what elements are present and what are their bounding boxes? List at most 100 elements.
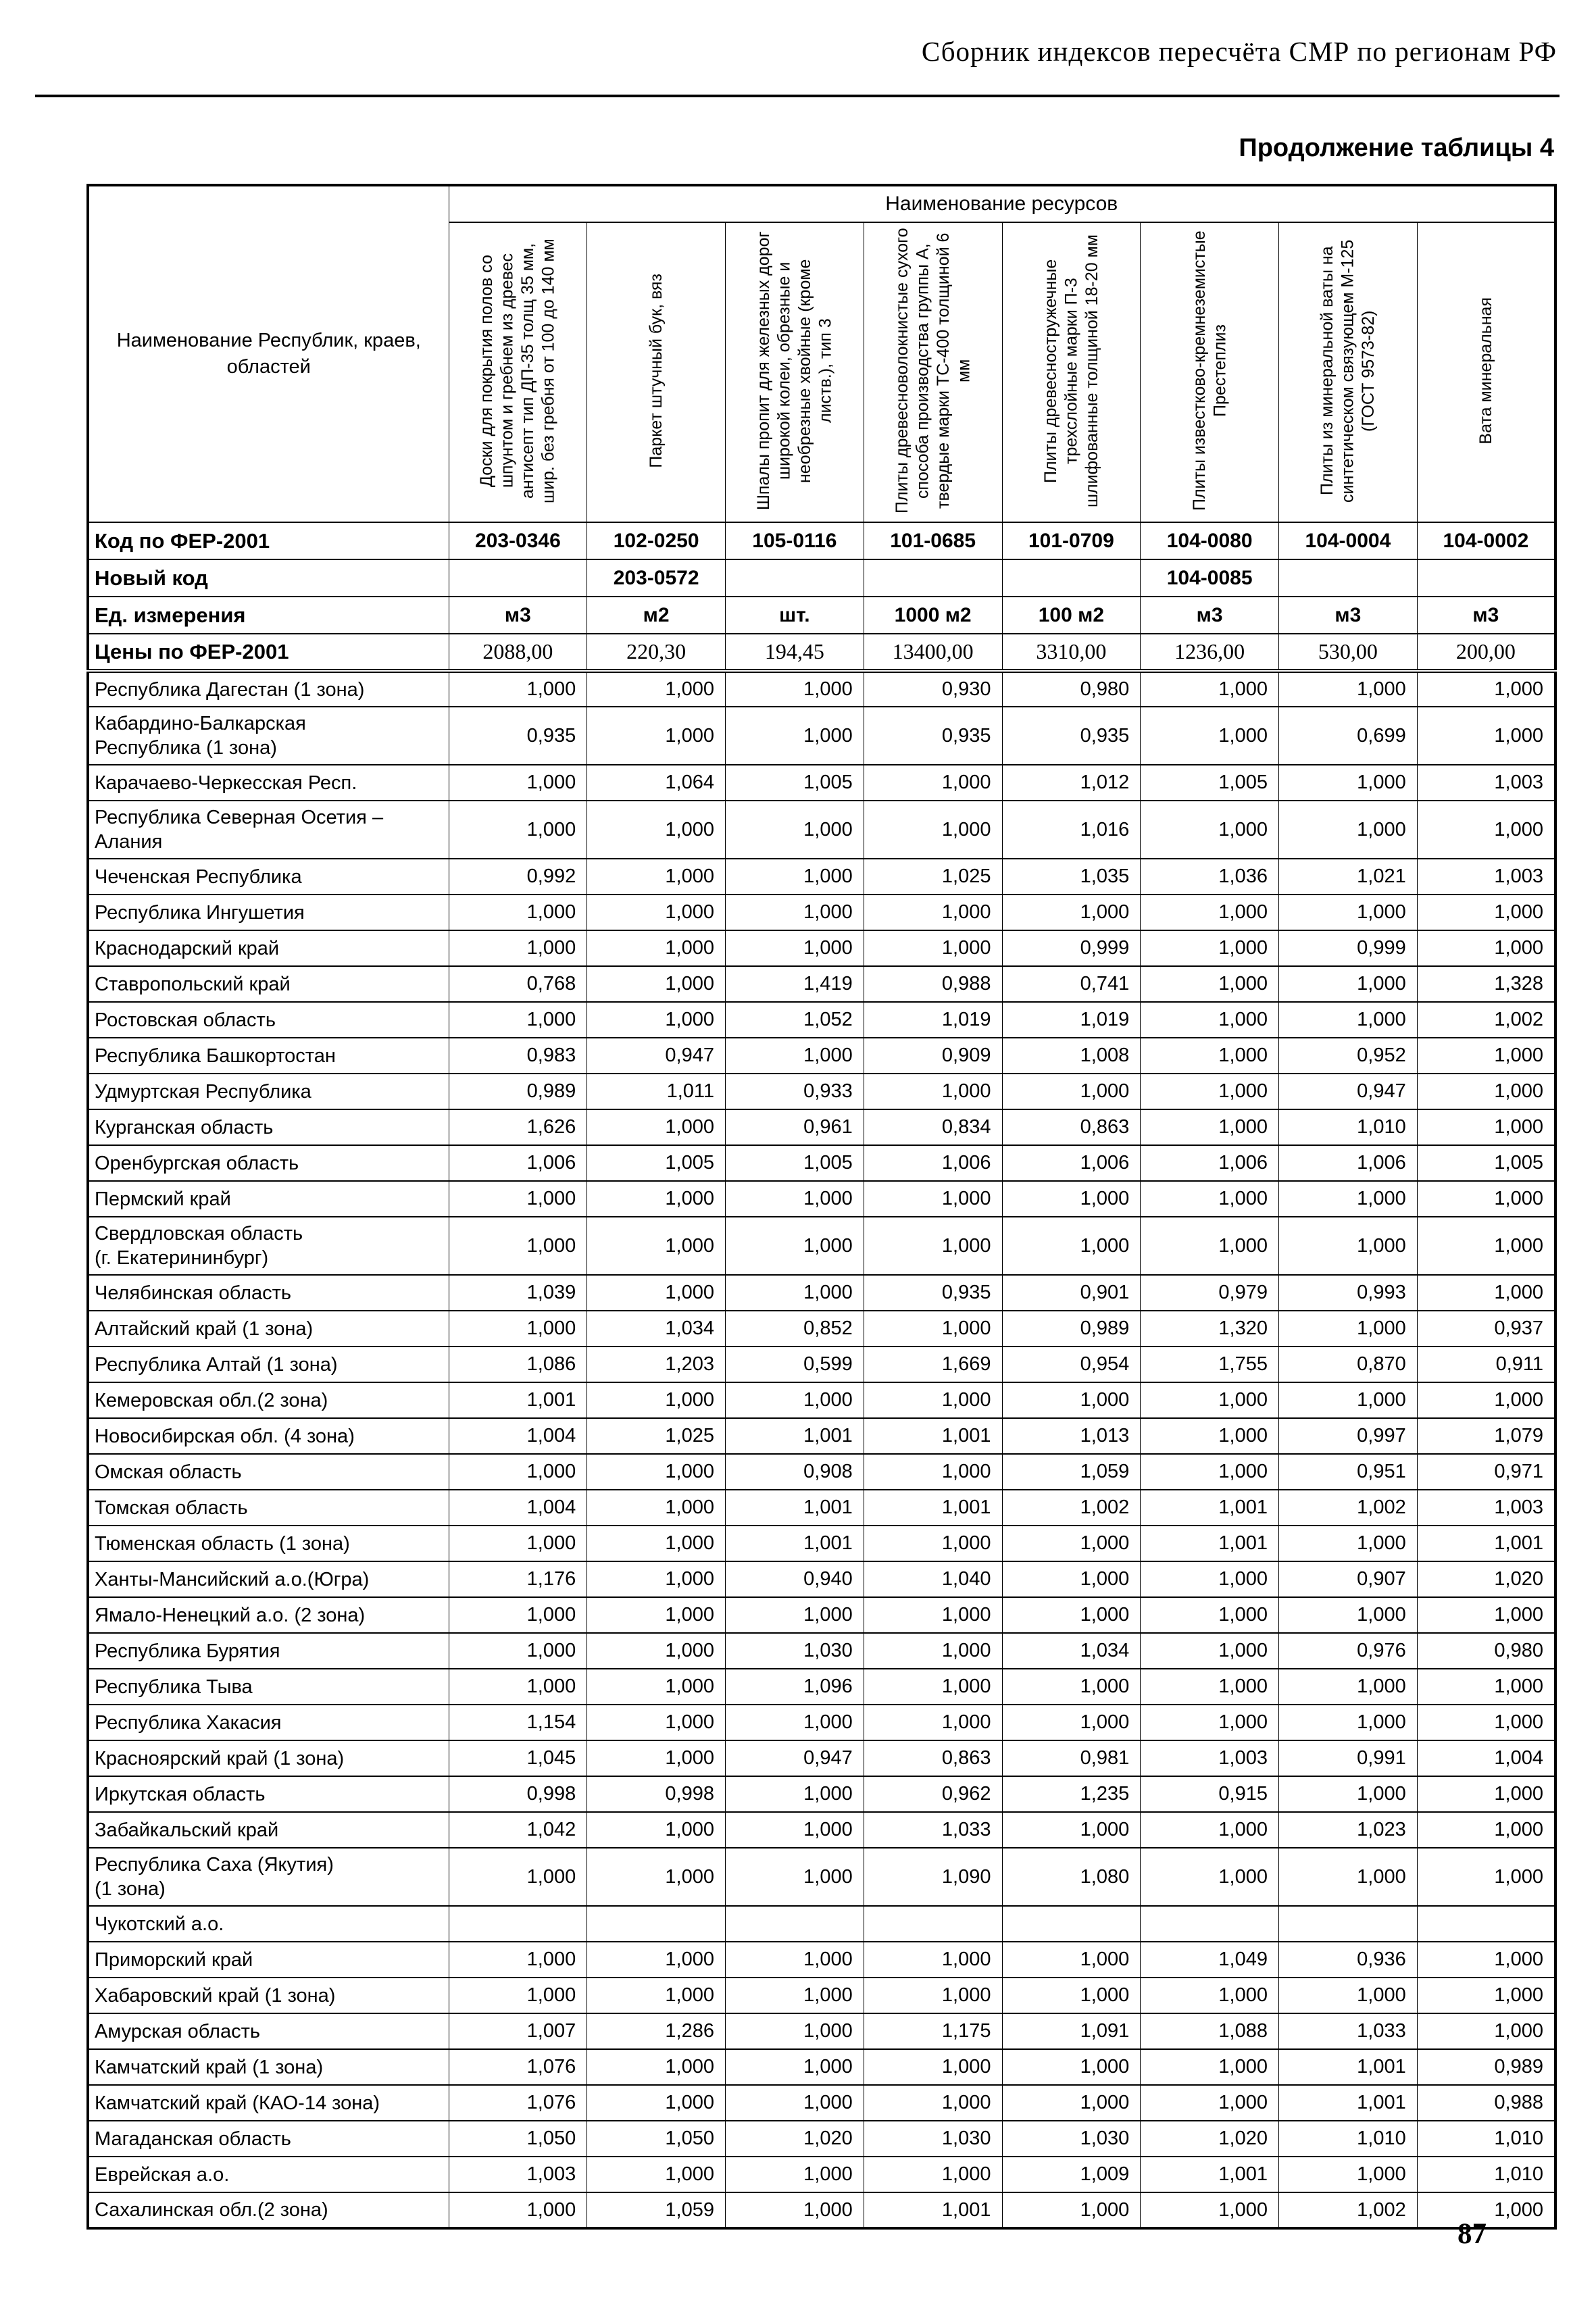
region-name: Чукотский а.о. [87, 1905, 449, 1942]
index-value: 1,000 [1416, 670, 1556, 707]
index-value: 1,000 [863, 1977, 1003, 2014]
index-value: 1,001 [725, 1489, 864, 1526]
fer-price: 194,45 [725, 633, 864, 672]
index-value: 1,002 [1416, 1001, 1556, 1038]
table-row: Кемеровская обл.(2 зона) 1,001 1,000 1,000 1… [87, 1382, 1556, 1419]
fer-code: 203-0346 [448, 522, 588, 560]
column-header-label: Паркет штучный бук, вяз [646, 273, 666, 468]
index-value: 1,000 [863, 1310, 1003, 1347]
index-value: 1,000 [725, 2048, 864, 2086]
region-name: Пермский край [87, 1180, 449, 1217]
table-row: Хабаровский край (1 зона) 1,000 1,000 1,000… [87, 1977, 1556, 2014]
page-number: 87 [1457, 2218, 1487, 2250]
region-name: Республика Бурятия [87, 1632, 449, 1669]
index-value: 1,001 [863, 2192, 1003, 2229]
index-value: 0,599 [725, 1346, 864, 1383]
index-value: 1,012 [1001, 764, 1141, 801]
index-value: 1,000 [587, 1216, 726, 1276]
index-value: 1,000 [587, 1001, 726, 1038]
index-value: 1,000 [448, 1596, 588, 1634]
index-value [587, 1905, 726, 1942]
fer-code: 104-0080 [1140, 522, 1279, 560]
new-code [448, 559, 588, 597]
index-value: 1,000 [725, 1704, 864, 1741]
index-value: 1,049 [1140, 1941, 1279, 1978]
index-value: 1,669 [863, 1346, 1003, 1383]
index-value: 0,741 [1001, 965, 1141, 1003]
index-value: 1,000 [587, 1977, 726, 2014]
index-value: 1,000 [1140, 1417, 1279, 1455]
index-value: 1,000 [725, 1216, 864, 1276]
index-value: 1,000 [587, 1668, 726, 1705]
table-row: Новосибирская обл. (4 зона) 1,004 1,025 1,0… [87, 1417, 1556, 1455]
new-code [725, 559, 864, 597]
region-name: Республика Алтай (1 зона) [87, 1346, 449, 1383]
index-value: 1,000 [1140, 930, 1279, 967]
index-value: 0,911 [1416, 1346, 1556, 1383]
table-row: Красноярский край (1 зона) 1,045 1,000 0,94… [87, 1740, 1556, 1777]
column-header-label: Плиты древесноволокнистые сухого способа… [892, 228, 974, 513]
index-value: 0,951 [1278, 1453, 1418, 1490]
meta-rows: Код по ФЕР-2001 203-0346 102-0250 105-01… [87, 522, 1556, 672]
region-name: Забайкальский край [87, 1811, 449, 1848]
table-row: Омская область 1,000 1,000 0,908 1,000 1,059 1… [87, 1453, 1556, 1490]
index-value: 1,036 [1140, 858, 1279, 895]
region-name: Республика Башкортостан [87, 1037, 449, 1074]
region-name: Кемеровская обл.(2 зона) [87, 1382, 449, 1419]
index-value: 1,000 [863, 1596, 1003, 1634]
page-title: Сборник индексов пересчёта СМР по регион… [921, 36, 1557, 67]
table-row: Республика Северная Осетия – Алания 1,000… [87, 800, 1556, 859]
index-value: 1,030 [1001, 2120, 1141, 2157]
index-value: 1,000 [1416, 1811, 1556, 1848]
unit-row: Ед. измерения м3 м2 шт. 1000 м2 100 м2 м… [87, 596, 1556, 634]
index-value: 1,000 [448, 800, 588, 859]
region-name: Удмуртская Республика [87, 1073, 449, 1110]
index-value: 1,000 [448, 764, 588, 801]
table-row: Камчатский край (1 зона) 1,076 1,000 1,000 1… [87, 2048, 1556, 2086]
index-value: 1,000 [587, 930, 726, 967]
index-value: 1,000 [587, 1596, 726, 1634]
index-value: 1,000 [587, 965, 726, 1003]
table-row: Чукотский а.о. [87, 1905, 1556, 1942]
index-value: 1,000 [863, 1941, 1003, 1978]
index-value: 1,020 [725, 2120, 864, 2157]
new-code [1001, 559, 1141, 597]
header-divider [35, 95, 1560, 97]
table-row: Камчатский край (КАО-14 зона) 1,076 1,000 1… [87, 2084, 1556, 2121]
index-value: 1,320 [1140, 1310, 1279, 1347]
table-row: Республика Тыва 1,000 1,000 1,096 1,000 1,000… [87, 1668, 1556, 1705]
index-value: 1,000 [1001, 1811, 1141, 1848]
index-value: 1,000 [1278, 1776, 1418, 1813]
index-value: 1,000 [1140, 706, 1279, 765]
table-row: Удмуртская Республика 0,989 1,011 0,933 1,00… [87, 1073, 1556, 1110]
table-row: Забайкальский край 1,042 1,000 1,000 1,033 1,… [87, 1811, 1556, 1848]
index-value: 1,000 [1140, 2048, 1279, 2086]
index-value: 1,000 [1278, 1668, 1418, 1705]
index-value: 1,000 [1416, 1073, 1556, 1110]
index-value: 1,000 [1140, 1453, 1279, 1490]
index-value: 1,000 [1140, 1632, 1279, 1669]
index-value: 1,000 [725, 1811, 864, 1848]
index-value: 1,033 [863, 1811, 1003, 1848]
index-value: 1,000 [1416, 1274, 1556, 1311]
index-value: 1,000 [725, 1596, 864, 1634]
index-value: 1,000 [587, 2084, 726, 2121]
index-value: 1,000 [1278, 764, 1418, 801]
index-value: 1,000 [1278, 1382, 1418, 1419]
index-value: 1,001 [1278, 2084, 1418, 2121]
new-code-row: Новый код 203-0572 104-0085 [87, 559, 1556, 597]
index-value: 1,000 [1416, 1109, 1556, 1146]
index-value: 1,000 [1001, 894, 1141, 931]
index-value: 1,000 [863, 1632, 1003, 1669]
region-name: Иркутская область [87, 1776, 449, 1813]
index-value: 1,006 [448, 1145, 588, 1182]
region-name: Республика Тыва [87, 1668, 449, 1705]
index-value: 1,000 [587, 2156, 726, 2193]
index-value: 1,001 [1140, 1489, 1279, 1526]
index-value: 1,000 [1416, 894, 1556, 931]
index-value: 1,000 [448, 1180, 588, 1217]
index-value: 1,002 [1278, 2192, 1418, 2229]
fer-code-row: Код по ФЕР-2001 203-0346 102-0250 105-01… [87, 522, 1556, 560]
column-header-mineral-wool: Вата минеральная [1416, 222, 1556, 523]
fer-code: 101-0685 [863, 522, 1003, 560]
